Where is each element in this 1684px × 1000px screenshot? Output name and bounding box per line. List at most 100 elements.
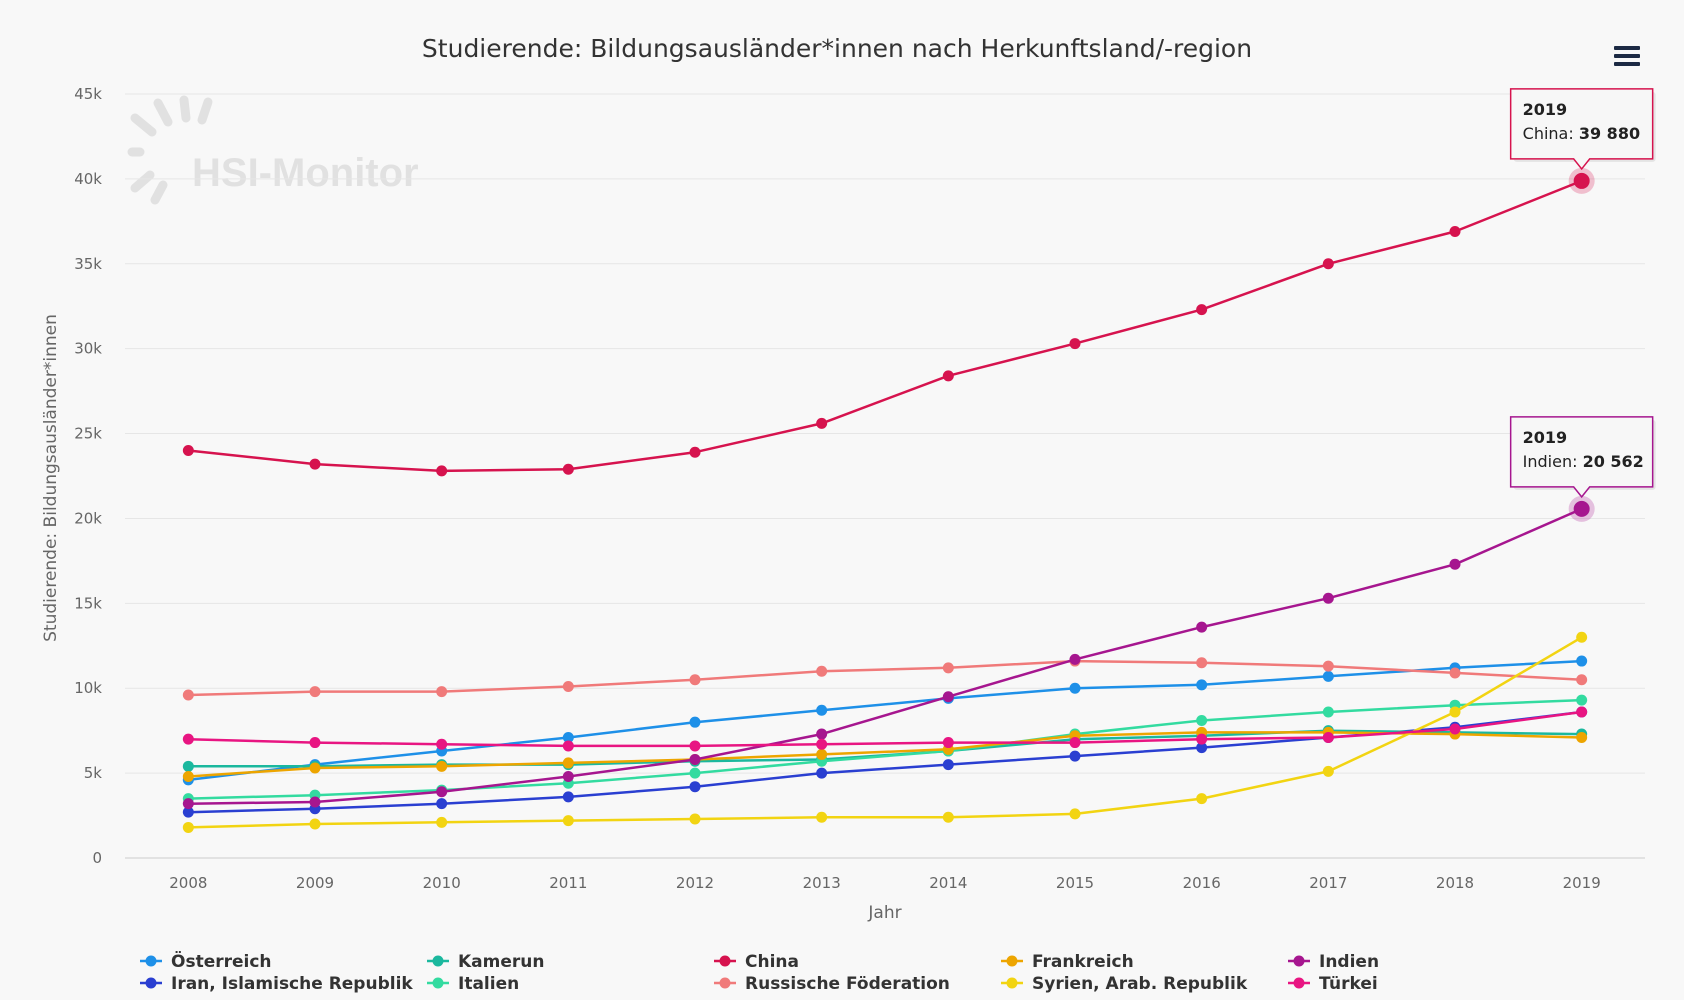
data-point: [1576, 655, 1588, 667]
data-point: [1576, 694, 1588, 706]
grid-lines: [125, 93, 1645, 774]
x-tick-label: 2011: [549, 874, 587, 892]
data-point: [562, 681, 574, 693]
tooltip: 2019 China: 39 880: [1509, 88, 1656, 194]
y-tick-label: 20k: [74, 509, 102, 527]
data-point: [1069, 808, 1081, 820]
x-tick-label: 2009: [296, 874, 334, 892]
legend-item[interactable]: Syrien, Arab. Republik: [1001, 974, 1248, 994]
data-point: [689, 781, 701, 793]
legend-item[interactable]: Indien: [1288, 952, 1379, 972]
data-point: [1576, 631, 1588, 643]
legend-label: Syrien, Arab. Republik: [1032, 974, 1248, 994]
series-china: [182, 175, 1588, 477]
data-point: [562, 731, 574, 743]
data-point: [689, 754, 701, 766]
x-axis: 2008 2009 2010 2011 2012 2013 2014 2015 2016 2017…: [169, 874, 1601, 892]
data-point: [1196, 714, 1208, 726]
data-point: [942, 737, 954, 749]
data-point: [1576, 706, 1588, 718]
tooltip-series-label: China:: [1523, 124, 1579, 143]
data-point: [309, 458, 321, 470]
data-point: [182, 798, 194, 810]
data-point: [436, 798, 448, 810]
data-point: [1196, 621, 1208, 633]
series-russische-föderation: [182, 655, 1588, 701]
legend-label: Türkei: [1319, 974, 1378, 994]
data-point: [1196, 793, 1208, 805]
data-point: [309, 762, 321, 774]
data-point: [689, 813, 701, 825]
y-tick-label: 0: [92, 849, 102, 867]
data-point: [1322, 731, 1334, 743]
data-point: [182, 771, 194, 783]
legend-marker: [1006, 977, 1018, 989]
legend-item[interactable]: Iran, Islamische Republik: [140, 974, 413, 994]
tooltips: 2019 China: 39 880 2019 Indien: 20 562: [1509, 88, 1656, 522]
legend-marker: [719, 955, 731, 967]
data-point: [436, 816, 448, 828]
data-point: [1069, 682, 1081, 694]
data-point: [1449, 558, 1461, 570]
data-point: [182, 760, 194, 772]
watermark: HSI-Monitor: [127, 95, 419, 205]
data-point: [1322, 258, 1334, 270]
legend-item[interactable]: China: [714, 952, 799, 972]
data-point: [689, 716, 701, 728]
legend-item[interactable]: Frankreich: [1001, 952, 1134, 972]
series-line: [188, 636, 1583, 829]
legend-label: Indien: [1319, 952, 1379, 972]
data-point: [562, 757, 574, 769]
data-point: [689, 767, 701, 779]
x-tick-label: 2018: [1436, 874, 1474, 892]
tooltip-value: 39 880: [1579, 124, 1640, 143]
series-line: [188, 731, 1582, 778]
y-tick-label: 35k: [74, 255, 102, 273]
legend-label: Österreich: [171, 950, 272, 972]
legend-label: Frankreich: [1032, 952, 1134, 972]
data-point: [562, 740, 574, 752]
data-point: [436, 786, 448, 798]
legend-item[interactable]: Türkei: [1288, 974, 1378, 994]
tooltip-series-label: Indien:: [1523, 452, 1583, 471]
chart-menu-button[interactable]: [1605, 36, 1649, 76]
data-point: [942, 370, 954, 382]
x-tick-label: 2017: [1309, 874, 1347, 892]
data-point: [182, 821, 194, 833]
data-point: [436, 738, 448, 750]
legend-item[interactable]: Österreich: [140, 950, 272, 972]
legend-item[interactable]: Russische Föderation: [714, 974, 950, 994]
data-point: [1322, 706, 1334, 718]
data-point: [562, 815, 574, 827]
x-tick-label: 2008: [169, 874, 207, 892]
tooltip-value: 20 562: [1583, 452, 1644, 471]
legend-item[interactable]: Italien: [427, 974, 519, 994]
highlighted-point: [1573, 172, 1590, 189]
data-point: [436, 465, 448, 477]
legend-label: Russische Föderation: [745, 974, 950, 994]
data-point: [562, 791, 574, 803]
data-point: [816, 767, 828, 779]
data-point: [1069, 653, 1081, 665]
series-indien: [182, 503, 1588, 810]
data-point: [1449, 706, 1461, 718]
data-point: [1196, 733, 1208, 745]
series-line: [188, 659, 1582, 782]
watermark-rays-icon: [127, 95, 213, 205]
data-point: [1576, 674, 1588, 686]
x-tick-label: 2016: [1183, 874, 1221, 892]
tooltip-box: [1509, 416, 1654, 499]
legend-marker: [1006, 955, 1018, 967]
series-türkei: [182, 706, 1588, 752]
chart-title: Studierende: Bildungsausländer*innen nac…: [422, 34, 1252, 63]
legend-label: China: [745, 952, 799, 972]
series-line: [188, 507, 1583, 805]
data-point: [816, 738, 828, 750]
y-tick-label: 25k: [74, 425, 102, 443]
data-point: [816, 748, 828, 760]
data-point: [942, 691, 954, 703]
watermark-text: HSI-Monitor: [192, 151, 419, 195]
legend-item[interactable]: Kamerun: [427, 952, 544, 972]
data-point: [182, 733, 194, 745]
